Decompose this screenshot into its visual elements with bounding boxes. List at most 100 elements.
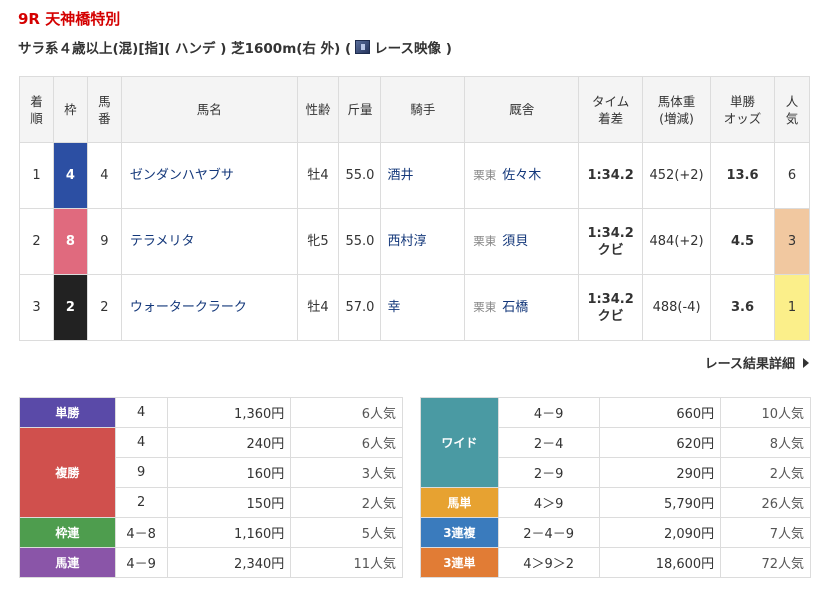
- sexage-cell: 牝5: [296, 208, 340, 275]
- bet-type-tansho: 単勝: [19, 397, 116, 428]
- odds-cell: 13.6: [710, 142, 775, 209]
- horse-link[interactable]: テラメリタ: [129, 234, 195, 249]
- rank-cell: 2: [19, 208, 54, 275]
- horse-link[interactable]: ウォータークラーク: [129, 300, 247, 315]
- payout-popularity: 5人気: [290, 517, 403, 548]
- weight-cell: 55.0: [338, 142, 382, 209]
- payout-amount: 5,790円: [598, 487, 722, 518]
- payout-combo: 4－9: [114, 547, 168, 578]
- rank-cell: 1: [19, 142, 54, 209]
- payout-amount: 1,360円: [166, 397, 292, 428]
- payout-popularity: 2人気: [720, 457, 811, 488]
- payout-amount: 18,600円: [598, 547, 722, 578]
- header-jockey: 騎手: [380, 76, 466, 143]
- trainer-link[interactable]: 佐々木: [502, 168, 542, 183]
- rank-cell: 3: [19, 274, 54, 341]
- payout-table-left: 単勝 4 1,360円 6人気 複勝 4 240円 6人気 9 160円 3人気…: [19, 397, 403, 578]
- header-weight: 斤量: [338, 76, 382, 143]
- race-title: 9R 天神橋特別: [18, 10, 121, 28]
- payout-row-fukusho: 複勝 4 240円 6人気: [19, 427, 403, 518]
- payout-row-tansho: 単勝 4 1,360円 6人気: [19, 397, 403, 428]
- waku-badge: 8: [52, 208, 88, 275]
- payout-amount: 1,160円: [166, 517, 292, 548]
- popularity-cell: 3: [773, 208, 811, 275]
- bet-type-sanrentan: 3連単: [420, 547, 499, 578]
- payout-combo: 4: [114, 427, 168, 458]
- payout-popularity: 26人気: [720, 487, 811, 518]
- payout-amount: 150円: [166, 487, 292, 518]
- header-trainer: 厩舎: [464, 76, 580, 143]
- payout-popularity: 7人気: [720, 517, 811, 548]
- umaban-cell: 9: [86, 208, 122, 275]
- video-thumbnail-icon[interactable]: [355, 40, 371, 54]
- time-value: 1:34.2: [587, 291, 634, 307]
- header-waku: 枠: [52, 76, 88, 143]
- payout-combo: 2－4－9: [497, 517, 600, 548]
- payout-row-wide: 2－4 620円 8人気: [421, 427, 811, 458]
- bet-type-sanrenpuku: 3連複: [420, 517, 499, 548]
- popularity-cell: 6: [773, 142, 811, 209]
- sexage-cell: 牡4: [296, 142, 340, 209]
- payout-table-right: ワイド 4－9 660円 10人気 2－4 620円 8人気 2－9 290円 …: [420, 397, 811, 578]
- trainer-link[interactable]: 石橋: [502, 300, 529, 315]
- jockey-link[interactable]: 西村淳: [387, 234, 427, 249]
- header-body: 馬体重 (増減): [642, 76, 712, 143]
- payout-combo: 4: [114, 397, 168, 428]
- race-video-link[interactable]: レース映像 ): [374, 41, 452, 57]
- payout-amount: 160円: [166, 457, 292, 488]
- results-header-row: 着順 枠 馬番 馬名 性齢 斤量 騎手 厩舎 タイム 着差 馬体重 (増減) 単勝オ…: [19, 76, 811, 143]
- payout-row-fukusho: 9 160円 3人気: [20, 457, 403, 488]
- bet-type-fukusho: 複勝: [19, 427, 116, 518]
- bet-type-umatan: 馬単: [420, 487, 499, 518]
- payout-popularity: 11人気: [290, 547, 403, 578]
- umaban-cell: 4: [86, 142, 122, 209]
- popularity-cell: 1: [773, 274, 811, 341]
- header-odds: 単勝 オッズ: [710, 76, 775, 143]
- bet-type-umaren: 馬連: [19, 547, 116, 578]
- umaban-cell: 2: [86, 274, 122, 341]
- triangle-right-icon: [803, 357, 809, 368]
- sexage-cell: 牡4: [296, 274, 340, 341]
- body-weight-cell: 488(-4): [642, 274, 712, 341]
- weight-cell: 57.0: [338, 274, 382, 341]
- payout-popularity: 72人気: [720, 547, 811, 578]
- payout-popularity: 6人気: [290, 397, 403, 428]
- payout-combo: 9: [114, 457, 168, 488]
- payout-row-umatan: 馬単 4＞9 5,790円 26人気: [420, 487, 811, 518]
- payout-popularity: 8人気: [720, 427, 811, 458]
- body-weight-cell: 452(+2): [642, 142, 712, 209]
- payout-popularity: 3人気: [290, 457, 403, 488]
- header-rank: 着順: [19, 76, 54, 143]
- table-row: 3 2 2 ウォータークラーク 牡4 57.0 幸 栗東 石橋 1:34.2 クビ …: [19, 274, 811, 341]
- margin-value: クビ: [597, 242, 624, 258]
- header-popularity: 人気: [773, 76, 811, 143]
- payout-amount: 2,340円: [166, 547, 292, 578]
- header-sexage: 性齢: [296, 76, 340, 143]
- horse-link[interactable]: ゼンダンハヤブサ: [129, 168, 234, 183]
- payout-amount: 660円: [598, 397, 722, 428]
- payout-combo: 4－8: [114, 517, 168, 548]
- trainer-location: 栗東: [473, 168, 497, 182]
- table-row: 1 4 4 ゼンダンハヤブサ 牡4 55.0 酒井 栗東 佐々木 1:34.2 4…: [19, 142, 811, 209]
- race-detail-label: レース結果詳細: [704, 357, 795, 372]
- payout-row-umaren: 馬連 4－9 2,340円 11人気: [19, 547, 403, 578]
- jockey-link[interactable]: 酒井: [387, 168, 414, 183]
- race-detail-link[interactable]: レース結果詳細: [705, 353, 809, 372]
- race-condition-text: サラ系４歳以上(混)[指]( ハンデ ) 芝1600m(右 外) (: [18, 41, 352, 57]
- payout-row-wakuren: 枠連 4－8 1,160円 5人気: [19, 517, 403, 548]
- bet-type-wakuren: 枠連: [19, 517, 116, 548]
- table-row: 2 8 9 テラメリタ 牝5 55.0 西村淳 栗東 須貝 1:34.2 クビ 48…: [19, 208, 811, 275]
- payout-combo: 2: [114, 487, 168, 518]
- jockey-link[interactable]: 幸: [387, 300, 401, 315]
- time-value: 1:34.2: [587, 225, 634, 241]
- payout-popularity: 2人気: [290, 487, 403, 518]
- results-table: 着順 枠 馬番 馬名 性齢 斤量 騎手 厩舎 タイム 着差 馬体重 (増減) 単勝オ…: [19, 76, 811, 341]
- header-time: タイム 着差: [578, 76, 644, 143]
- payout-combo: 2－9: [497, 457, 600, 488]
- trainer-location: 栗東: [473, 234, 497, 248]
- header-horse: 馬名: [120, 76, 298, 143]
- margin-value: クビ: [597, 308, 624, 324]
- payout-combo: 2－4: [497, 427, 600, 458]
- trainer-link[interactable]: 須貝: [502, 234, 529, 249]
- payout-combo: 4＞9＞2: [497, 547, 600, 578]
